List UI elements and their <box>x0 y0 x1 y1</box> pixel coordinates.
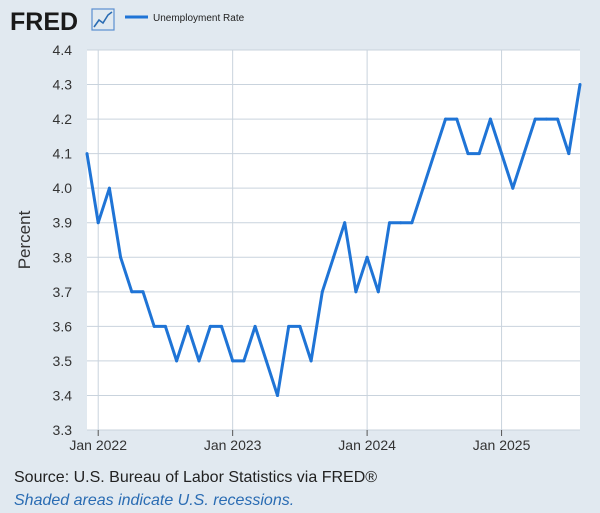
data-point <box>455 117 459 121</box>
data-point <box>365 255 369 259</box>
data-point <box>432 152 436 156</box>
y-tick-label: 3.6 <box>53 318 73 334</box>
recession-note: Shaded areas indicate U.S. recessions. <box>14 492 295 509</box>
data-point <box>376 290 380 294</box>
y-tick-label: 4.3 <box>53 77 73 93</box>
data-point <box>197 359 201 363</box>
data-point <box>309 359 313 363</box>
data-point <box>119 255 123 259</box>
legend-label: Unemployment Rate <box>153 13 245 24</box>
data-point <box>500 152 504 156</box>
y-axis-label: Percent <box>15 210 34 269</box>
legend: Unemployment Rate <box>125 13 245 24</box>
data-point <box>556 117 560 121</box>
source-text: Source: U.S. Bureau of Labor Statistics … <box>14 469 378 486</box>
x-axis-ticks: Jan 2022 Jan 2023 Jan 2024 Jan 2025 <box>69 430 531 453</box>
x-tick-label: Jan 2024 <box>338 437 396 453</box>
data-point <box>130 290 134 294</box>
data-point <box>399 221 403 225</box>
data-point <box>264 359 268 363</box>
data-point <box>488 117 492 121</box>
data-point <box>163 324 167 328</box>
data-point <box>388 221 391 225</box>
plot-area <box>87 50 580 430</box>
data-point <box>544 117 548 121</box>
data-point <box>567 152 571 156</box>
data-point <box>522 152 526 156</box>
y-tick-label: 4.2 <box>53 111 73 127</box>
y-tick-label: 3.7 <box>53 284 73 300</box>
data-point <box>477 152 481 156</box>
data-point <box>96 221 100 225</box>
data-point <box>578 83 582 86</box>
x-tick-label: Jan 2023 <box>204 437 262 453</box>
y-tick-label: 3.4 <box>53 387 73 403</box>
data-point <box>141 290 145 294</box>
grid-lines <box>87 49 580 431</box>
data-point <box>332 255 335 259</box>
data-point <box>343 221 347 225</box>
x-tick-label: Jan 2022 <box>69 437 127 453</box>
data-point <box>152 324 156 328</box>
data-point <box>287 324 291 328</box>
data-point <box>511 186 515 190</box>
y-axis-ticks: 3.3 3.4 3.5 3.6 3.7 3.8 3.9 4.0 4.1 4.2 4.3 4.4 <box>53 42 73 438</box>
data-point <box>220 324 223 328</box>
fred-logo[interactable]: FRED <box>10 8 78 36</box>
y-tick-label: 3.5 <box>53 353 73 369</box>
data-points <box>85 83 582 397</box>
data-point <box>444 117 447 121</box>
data-point <box>85 152 89 156</box>
x-tick-label: Jan 2025 <box>473 437 531 453</box>
y-tick-label: 3.8 <box>53 249 73 265</box>
data-point <box>253 324 257 328</box>
fred-graph-icon <box>91 8 115 31</box>
data-point <box>231 359 235 363</box>
data-point <box>186 324 190 328</box>
data-point <box>107 186 111 190</box>
data-point <box>175 359 179 363</box>
y-tick-label: 3.9 <box>53 215 73 231</box>
data-point <box>276 394 279 397</box>
y-tick-label: 4.4 <box>53 42 73 58</box>
data-point <box>354 290 358 294</box>
data-point <box>208 324 212 328</box>
data-point <box>533 117 537 121</box>
data-point <box>421 186 425 190</box>
data-point <box>298 324 302 328</box>
data-point <box>410 221 414 225</box>
y-tick-label: 4.0 <box>53 180 73 196</box>
y-tick-label: 4.1 <box>53 146 73 162</box>
data-point <box>242 359 246 363</box>
data-point <box>466 152 470 156</box>
data-point <box>320 290 324 294</box>
y-tick-label: 3.3 <box>53 422 73 438</box>
